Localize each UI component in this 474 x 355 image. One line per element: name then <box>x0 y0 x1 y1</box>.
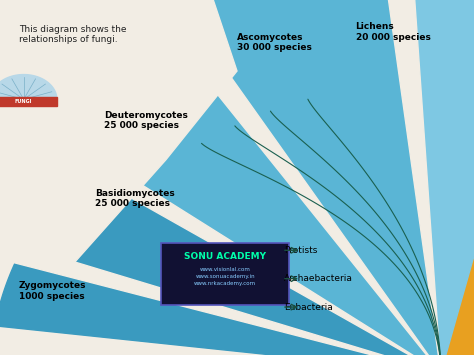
Text: Protists: Protists <box>284 246 318 255</box>
Polygon shape <box>316 273 452 342</box>
Text: Zygomycotes
1000 species: Zygomycotes 1000 species <box>19 282 86 301</box>
Polygon shape <box>0 0 441 355</box>
Polygon shape <box>107 0 441 355</box>
Text: FUNGI: FUNGI <box>15 99 32 104</box>
Polygon shape <box>160 149 467 300</box>
Polygon shape <box>0 0 474 245</box>
Polygon shape <box>0 263 441 355</box>
Polygon shape <box>240 213 459 322</box>
Polygon shape <box>0 75 57 99</box>
Text: SONU ACADEMY: SONU ACADEMY <box>184 252 266 261</box>
Polygon shape <box>0 99 441 355</box>
Text: Deuteromycotes
25 000 species: Deuteromycotes 25 000 species <box>104 111 188 130</box>
Text: Eubacteria: Eubacteria <box>284 302 333 312</box>
Polygon shape <box>403 0 474 355</box>
Text: Lichens
20 000 species: Lichens 20 000 species <box>356 22 430 42</box>
Polygon shape <box>0 240 441 355</box>
Polygon shape <box>71 78 474 275</box>
Polygon shape <box>0 138 441 355</box>
Text: Ascomycotes
30 000 species: Ascomycotes 30 000 species <box>237 33 312 52</box>
Text: www.visionlal.com
www.sonuacademy.in
www.nrkacademy.com: www.visionlal.com www.sonuacademy.in www… <box>194 267 256 286</box>
Polygon shape <box>74 0 441 355</box>
Text: Archaebacteria: Archaebacteria <box>284 274 353 283</box>
Polygon shape <box>366 0 441 355</box>
Polygon shape <box>0 0 441 355</box>
FancyBboxPatch shape <box>161 243 289 305</box>
Polygon shape <box>0 97 57 106</box>
Text: This diagram shows the
relationships of fungi.: This diagram shows the relationships of … <box>19 25 127 44</box>
Text: Basidiomycotes
25 000 species: Basidiomycotes 25 000 species <box>95 189 174 208</box>
Polygon shape <box>0 0 237 266</box>
